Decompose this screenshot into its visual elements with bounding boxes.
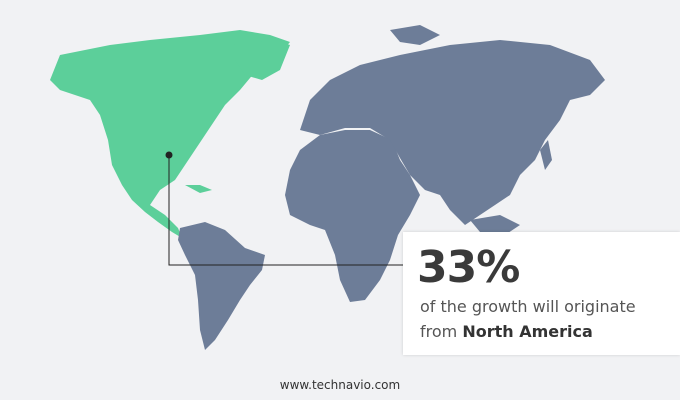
north-america [50,30,290,238]
callout-connector-line [168,155,415,266]
callout-text-line1: of the growth will originate [420,297,636,316]
callout-box: 33% of the growth will originate from No… [403,232,680,355]
callout-text-prefix: from [420,322,458,341]
footer-website: www.technavio.com [279,378,401,392]
callout-text-line2: from North America [420,322,593,341]
growth-percentage: 33% [417,242,520,293]
region-name: North America [462,322,593,341]
